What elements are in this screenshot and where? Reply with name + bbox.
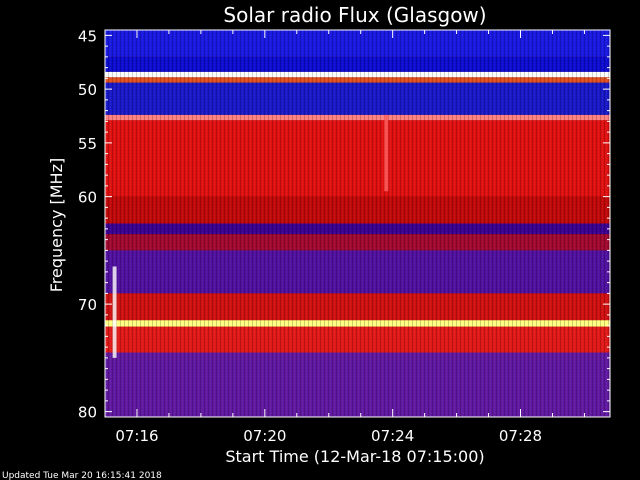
y-tick-label: 45 [78, 27, 97, 45]
x-tick-label: 07:20 [243, 427, 286, 445]
x-axis: 07:16 07:20 07:24 07:28 [104, 30, 585, 445]
x-tick-label: 07:16 [115, 427, 158, 445]
x-tick-label: 07:28 [499, 427, 542, 445]
y-tick-label: 50 [78, 81, 97, 99]
burst-vertical-0724 [384, 114, 389, 192]
x-tick-label: 07:24 [371, 427, 414, 445]
y-tick-label: 80 [78, 404, 97, 422]
x-axis-label: Start Time (12-Mar-18 07:15:00) [225, 447, 484, 466]
plot-frame [104, 29, 611, 418]
y-tick-label: 55 [78, 135, 97, 153]
interference-0715 [112, 266, 117, 358]
plot-area [104, 29, 611, 418]
y-tick-label: 70 [78, 296, 97, 314]
noise-texture [105, 30, 610, 417]
chart-title: Solar radio Flux (Glasgow) [223, 3, 486, 27]
update-timestamp: Updated Tue Mar 20 16:15:41 2018 [2, 471, 162, 480]
y-tick-label: 60 [78, 189, 97, 207]
y-axis-label: Frequency [MHz] [47, 158, 66, 292]
y-axis: 45 50 55 60 70 80 [78, 27, 610, 422]
